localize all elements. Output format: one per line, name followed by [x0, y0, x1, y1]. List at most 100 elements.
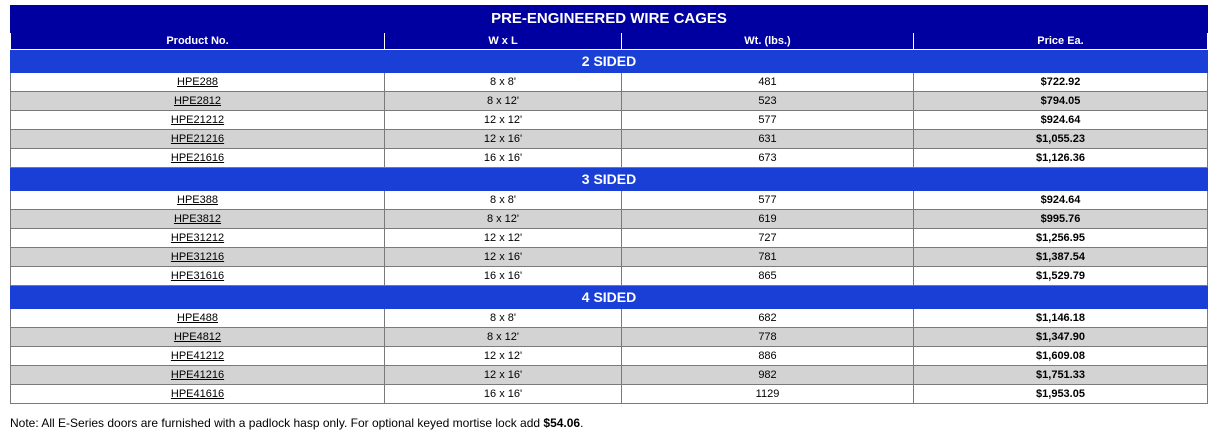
size-cell: 12 x 16' — [384, 247, 622, 267]
product-cell: HPE3812 — [10, 209, 385, 229]
price-cell: $1,256.95 — [913, 228, 1208, 248]
price-table-container: PRE-ENGINEERED WIRE CAGES Product No. W … — [10, 5, 1208, 404]
section-header-row: 4 SIDED — [10, 285, 1208, 309]
price-cell: $1,055.23 — [913, 129, 1208, 149]
size-cell: 8 x 12' — [384, 91, 622, 111]
table-row: HPE3812 8 x 12' 619 $995.76 — [10, 209, 1208, 229]
table-title: PRE-ENGINEERED WIRE CAGES — [10, 5, 1208, 33]
weight-cell: 886 — [621, 346, 914, 366]
table-body: 2 SIDED HPE288 8 x 8' 481 $722.92 HPE2812 8 x … — [10, 49, 1208, 404]
weight-cell: 778 — [621, 327, 914, 347]
product-link[interactable]: HPE288 — [177, 76, 218, 88]
product-cell: HPE31616 — [10, 266, 385, 286]
product-cell: HPE488 — [10, 308, 385, 328]
price-cell: $1,146.18 — [913, 308, 1208, 328]
size-cell: 8 x 12' — [384, 209, 622, 229]
product-cell: HPE41216 — [10, 365, 385, 385]
price-cell: $1,953.05 — [913, 384, 1208, 404]
section-header: 4 SIDED — [10, 285, 1208, 309]
weight-cell: 481 — [621, 72, 914, 92]
size-cell: 12 x 12' — [384, 110, 622, 130]
size-cell: 8 x 12' — [384, 327, 622, 347]
product-cell: HPE388 — [10, 190, 385, 210]
size-cell: 12 x 12' — [384, 346, 622, 366]
product-link[interactable]: HPE21216 — [170, 133, 225, 145]
weight-cell: 523 — [621, 91, 914, 111]
weight-cell: 865 — [621, 266, 914, 286]
table-row: HPE31616 16 x 16' 865 $1,529.79 — [10, 266, 1208, 286]
size-cell: 12 x 12' — [384, 228, 622, 248]
product-link[interactable]: HPE2812 — [173, 95, 222, 107]
size-cell: 8 x 8' — [384, 308, 622, 328]
size-cell: 12 x 16' — [384, 129, 622, 149]
weight-cell: 577 — [621, 110, 914, 130]
weight-cell: 982 — [621, 365, 914, 385]
weight-cell: 631 — [621, 129, 914, 149]
price-cell: $924.64 — [913, 110, 1208, 130]
footnote-lock-price: $54.06 — [543, 416, 581, 430]
product-cell: HPE4812 — [10, 327, 385, 347]
product-cell: HPE2812 — [10, 91, 385, 111]
product-link[interactable]: HPE31216 — [170, 251, 225, 263]
size-cell: 16 x 16' — [384, 266, 622, 286]
weight-cell: 619 — [621, 209, 914, 229]
product-cell: HPE21212 — [10, 110, 385, 130]
product-cell: HPE21216 — [10, 129, 385, 149]
section-header: 3 SIDED — [10, 167, 1208, 191]
product-link[interactable]: HPE488 — [177, 312, 218, 324]
product-cell: HPE41212 — [10, 346, 385, 366]
size-cell: 8 x 8' — [384, 190, 622, 210]
section-header-row: 2 SIDED — [10, 49, 1208, 73]
product-cell: HPE41616 — [10, 384, 385, 404]
table-row: HPE288 8 x 8' 481 $722.92 — [10, 72, 1208, 92]
product-link[interactable]: HPE21616 — [170, 152, 225, 164]
weight-cell: 727 — [621, 228, 914, 248]
product-link[interactable]: HPE41616 — [170, 388, 225, 400]
weight-cell: 577 — [621, 190, 914, 210]
price-cell: $794.05 — [913, 91, 1208, 111]
footnote-suffix: . — [580, 416, 584, 430]
product-link[interactable]: HPE31212 — [170, 232, 225, 244]
table-row: HPE488 8 x 8' 682 $1,146.18 — [10, 308, 1208, 328]
section-header: 2 SIDED — [10, 49, 1208, 73]
product-cell: HPE31212 — [10, 228, 385, 248]
column-header-weight: Wt. (lbs.) — [621, 32, 914, 50]
price-table: PRE-ENGINEERED WIRE CAGES Product No. W … — [10, 5, 1208, 404]
product-link[interactable]: HPE31616 — [170, 270, 225, 282]
product-link[interactable]: HPE21212 — [170, 114, 225, 126]
product-link[interactable]: HPE4812 — [173, 331, 222, 343]
table-row: HPE31216 12 x 16' 781 $1,387.54 — [10, 247, 1208, 267]
footnote: Note: All E-Series doors are furnished w… — [10, 416, 583, 430]
product-cell: HPE288 — [10, 72, 385, 92]
size-cell: 8 x 8' — [384, 72, 622, 92]
price-cell: $1,347.90 — [913, 327, 1208, 347]
table-row: HPE21616 16 x 16' 673 $1,126.36 — [10, 148, 1208, 168]
size-cell: 16 x 16' — [384, 148, 622, 168]
weight-cell: 781 — [621, 247, 914, 267]
product-link[interactable]: HPE41212 — [170, 350, 225, 362]
product-cell: HPE31216 — [10, 247, 385, 267]
table-row: HPE388 8 x 8' 577 $924.64 — [10, 190, 1208, 210]
price-cell: $1,609.08 — [913, 346, 1208, 366]
table-row: HPE2812 8 x 12' 523 $794.05 — [10, 91, 1208, 111]
table-row: HPE4812 8 x 12' 778 $1,347.90 — [10, 327, 1208, 347]
price-cell: $924.64 — [913, 190, 1208, 210]
product-link[interactable]: HPE388 — [177, 194, 218, 206]
product-link[interactable]: HPE3812 — [173, 213, 222, 225]
table-row: HPE41616 16 x 16' 1129 $1,953.05 — [10, 384, 1208, 404]
table-row: HPE21212 12 x 12' 577 $924.64 — [10, 110, 1208, 130]
column-header-product: Product No. — [10, 32, 385, 50]
price-cell: $1,387.54 — [913, 247, 1208, 267]
product-link[interactable]: HPE41216 — [170, 369, 225, 381]
table-row: HPE21216 12 x 16' 631 $1,055.23 — [10, 129, 1208, 149]
size-cell: 16 x 16' — [384, 384, 622, 404]
column-header-price: Price Ea. — [913, 32, 1208, 50]
table-row: HPE31212 12 x 12' 727 $1,256.95 — [10, 228, 1208, 248]
price-cell: $722.92 — [913, 72, 1208, 92]
footnote-text: Note: All E-Series doors are furnished w… — [10, 416, 544, 430]
weight-cell: 673 — [621, 148, 914, 168]
price-cell: $1,126.36 — [913, 148, 1208, 168]
table-row: HPE41212 12 x 12' 886 $1,609.08 — [10, 346, 1208, 366]
weight-cell: 682 — [621, 308, 914, 328]
product-cell: HPE21616 — [10, 148, 385, 168]
